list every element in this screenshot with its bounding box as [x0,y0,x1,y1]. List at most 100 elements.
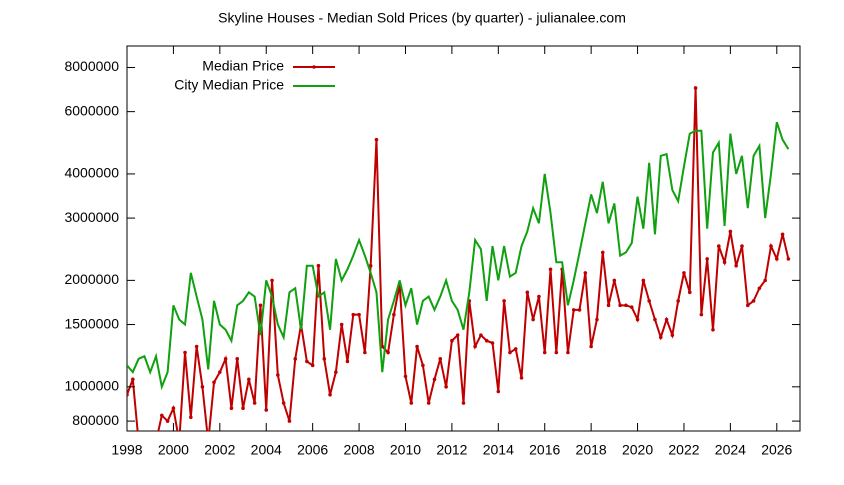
point [629,305,634,309]
point [757,286,762,291]
point [212,380,216,385]
point [223,357,228,361]
y-tick-label: 3000000 [64,209,119,225]
point [165,419,170,423]
point [647,299,651,303]
point [357,312,361,317]
y-tick-label: 4000000 [64,165,119,181]
point [711,327,715,332]
point [143,435,147,439]
point [455,333,460,337]
point [305,359,309,364]
legend-marker [312,65,316,69]
x-tick-label: 2012 [436,442,467,458]
point [270,278,274,283]
point [368,263,373,268]
point [774,257,779,261]
series-line [127,121,790,391]
point [618,303,622,308]
point [316,263,321,268]
y-tick-label: 800000 [72,412,119,428]
chart-title: Skyline Houses - Median Sold Prices (by … [218,10,626,26]
point [189,415,193,420]
y-tick-label: 1000000 [64,378,119,394]
point [200,385,205,389]
point [589,344,593,349]
point [258,303,263,308]
point [363,350,367,355]
point [386,350,390,355]
point [444,385,448,389]
point [461,401,466,405]
x-tick-label: 2008 [343,442,374,458]
point [339,322,344,327]
x-tick-label: 2010 [390,442,421,458]
point [519,376,524,380]
point [421,363,425,368]
point [583,271,588,275]
point [786,257,791,261]
point [131,377,135,382]
point [484,338,489,343]
point [127,392,129,397]
x-tick-label: 2022 [668,442,699,458]
point [641,278,646,283]
point [194,344,199,349]
x-tick-label: 2024 [715,442,746,458]
point [566,350,570,355]
y-tick-label: 6000000 [64,102,119,118]
point [612,278,617,283]
legend-label: Median Price [202,58,284,74]
point [693,86,698,90]
point [183,350,187,355]
point [763,278,767,283]
point [531,317,535,322]
point [577,308,582,312]
point [769,244,773,248]
point [264,408,269,412]
x-tick-label: 2002 [204,442,235,458]
point [595,317,599,322]
point [276,373,280,377]
point [624,303,628,308]
point [502,299,506,303]
point [432,377,437,382]
point [351,312,356,317]
point [548,267,553,272]
x-tick-label: 2004 [251,442,282,458]
point [699,312,704,317]
point [496,389,501,394]
x-tick-label: 1998 [111,442,142,458]
point [229,406,234,411]
point [740,244,744,248]
x-tick-label: 2014 [483,442,514,458]
point [745,303,750,308]
point [281,401,286,405]
y-tick-label: 1500000 [64,315,119,331]
point [148,433,152,437]
point [554,350,559,355]
point [473,344,477,349]
point [751,299,756,303]
point [392,312,396,317]
point [658,335,663,340]
point [664,317,669,322]
point [403,374,408,379]
point [525,290,530,295]
x-tick-label: 2026 [761,442,792,458]
point [537,294,541,299]
point [450,338,454,343]
point [635,317,640,322]
point [171,406,176,411]
point [287,419,292,423]
point [310,363,315,368]
x-tick-label: 2018 [576,442,607,458]
point [653,317,657,322]
x-tick-label: 2006 [297,442,328,458]
point [322,357,327,361]
point [682,271,686,275]
x-tick-label: 2000 [158,442,189,458]
point [438,357,443,361]
point [415,344,419,349]
